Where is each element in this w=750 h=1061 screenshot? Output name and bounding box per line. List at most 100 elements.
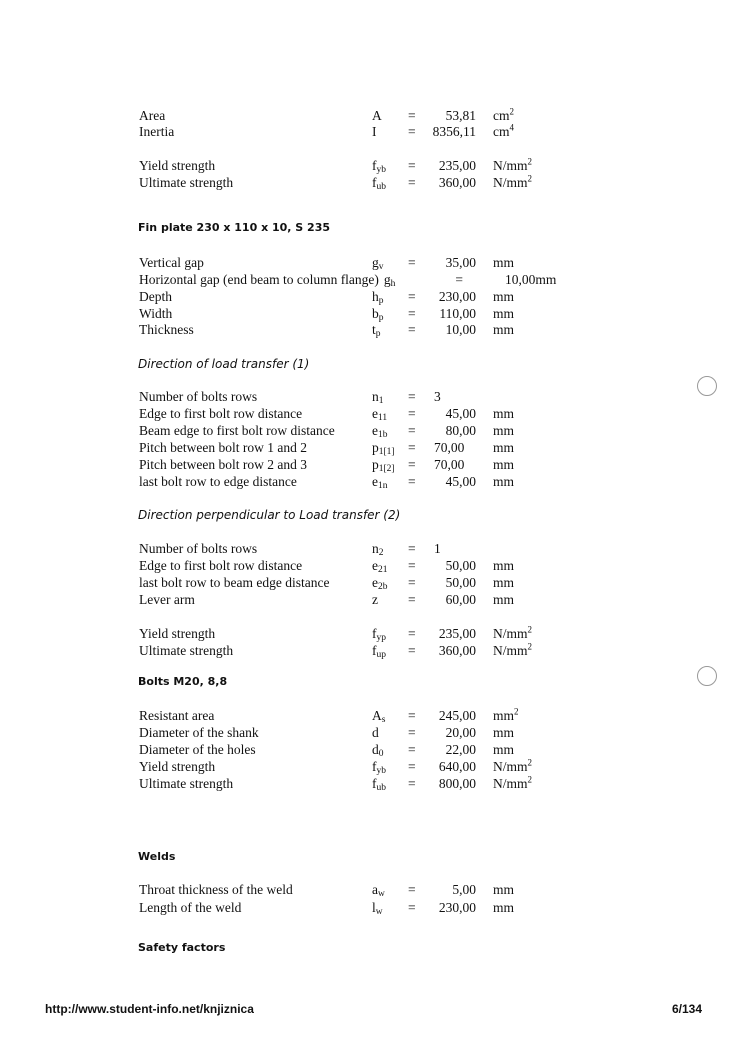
parameter-value: 80,00 (445, 423, 476, 438)
parameter-label: Width (139, 306, 173, 321)
unit-base: mm (493, 474, 515, 489)
symbol-subscript: 11 (378, 413, 388, 423)
equals-sign: = (408, 575, 416, 590)
parameter-label: Length of the weld (139, 900, 242, 915)
unit-exponent: 2 (527, 757, 533, 768)
unit-base: N/mm (493, 626, 528, 641)
symbol-base: l (372, 900, 376, 915)
parameter-label: Diameter of the holes (139, 742, 256, 757)
parameter-unit: mm (493, 288, 514, 306)
symbol-base: a (372, 882, 378, 897)
parameter-unit: cm4 (493, 123, 514, 141)
parameter-value: 245,00 (438, 708, 476, 723)
symbol-base: A (372, 708, 382, 723)
parameter-row: Inertia I = 8356,11 cm4 (0, 123, 750, 141)
parameter-row: Pitch between bolt row 1 and 2 p1[1] = 70,0… (0, 439, 750, 457)
page-number: 6/134 (672, 1002, 703, 1016)
parameter-row: Lever arm z = 60,00 mm (0, 591, 750, 609)
parameter-row: Yield strength fyb = 235,00 N/mm2 (0, 157, 750, 175)
parameter-symbol: d0 (372, 741, 384, 759)
unit-base: mm (493, 289, 515, 304)
unit-base: mm (493, 742, 515, 757)
parameter-symbol: p1[2] (372, 456, 395, 474)
symbol-subscript: 1[1] (378, 447, 395, 457)
symbol-subscript: up (376, 650, 387, 660)
parameter-row: Pitch between bolt row 2 and 3 p1[2] = 70,0… (0, 456, 750, 474)
parameter-symbol: gh (384, 271, 396, 289)
parameter-label: Lever arm (139, 592, 195, 607)
parameter-row: Horizontal gap (end beam to column flang… (0, 271, 750, 289)
parameter-symbol: fup (372, 642, 386, 660)
equals-sign: = (408, 306, 416, 321)
parameter-symbol: tp (372, 321, 381, 339)
equals-sign: = (408, 592, 416, 607)
parameter-row: Diameter of the holes d0 = 22,00 mm (0, 741, 750, 759)
unit-base: mm (493, 708, 515, 723)
parameter-symbol: e21 (372, 557, 388, 575)
parameter-label: Ultimate strength (139, 776, 234, 791)
parameter-symbol: lw (372, 899, 383, 917)
symbol-base: p (372, 457, 379, 472)
equals-sign: = (408, 759, 416, 774)
parameter-label: Yield strength (139, 158, 216, 173)
parameter-label: Thickness (139, 322, 194, 337)
parameter-symbol: d (372, 724, 379, 742)
subsection-heading: Direction perpendicular to Load transfer… (138, 508, 401, 522)
parameter-value: 50,00 (445, 575, 476, 590)
parameter-label: last bolt row to edge distance (139, 474, 297, 489)
parameter-value: 360,00 (438, 175, 476, 190)
symbol-subscript: s (381, 715, 386, 725)
parameter-label: Horizontal gap (end beam to column flang… (139, 272, 379, 287)
unit-base: mm (493, 322, 515, 337)
parameter-unit: mm (493, 405, 514, 423)
parameter-value: 45,00 (445, 474, 476, 489)
unit-base: mm (493, 900, 515, 915)
symbol-base: b (372, 306, 379, 321)
parameter-label: Yield strength (139, 759, 216, 774)
unit-exponent: 2 (514, 706, 519, 717)
unit-base: cm (493, 108, 510, 123)
parameter-label: last bolt row to beam edge distance (139, 575, 330, 590)
parameter-row: Area A = 53,81 cm2 (0, 107, 750, 125)
parameter-unit: mm (493, 591, 514, 609)
parameter-unit: mm (493, 557, 514, 575)
symbol-base: t (372, 322, 376, 337)
parameter-row: Number of bolts rows n1 = 3 (0, 388, 750, 406)
symbol-subscript: 21 (378, 565, 388, 575)
section-heading: Bolts M20, 8,8 (138, 675, 228, 688)
unit-base: cm (493, 124, 510, 139)
symbol-base: n (372, 389, 379, 404)
parameter-value: 10,00mm (505, 272, 557, 287)
unit-base: mm (493, 592, 515, 607)
symbol-subscript: 1[2] (378, 464, 395, 474)
parameter-value: 53,81 (445, 108, 476, 123)
unit-exponent: 2 (527, 641, 533, 652)
parameter-row: Depth hp = 230,00 mm (0, 288, 750, 306)
equals-sign: = (408, 900, 416, 915)
equals-sign: = (408, 406, 416, 421)
parameter-value: 45,00 (445, 406, 476, 421)
symbol-subscript: yb (376, 165, 387, 175)
parameter-value: 70,00 (434, 440, 465, 455)
parameter-unit: mm (493, 321, 514, 339)
parameter-symbol: fub (372, 174, 386, 192)
punch-hole-icon (697, 376, 717, 396)
parameter-row: Resistant area As = 245,00 mm2 (0, 707, 750, 725)
parameter-label: Resistant area (139, 708, 215, 723)
equals-sign: = (408, 882, 416, 897)
equals-sign: = (408, 158, 416, 173)
parameter-unit: N/mm2 (493, 625, 532, 643)
parameter-row: Ultimate strength fub = 800,00 N/mm2 (0, 775, 750, 793)
section-heading: Welds (138, 850, 176, 863)
parameter-row: Beam edge to first bolt row distance e1b =… (0, 422, 750, 440)
parameter-symbol: As (372, 707, 385, 725)
parameter-unit: mm (493, 422, 514, 440)
symbol-subscript: v (378, 262, 384, 272)
parameter-label: Edge to first bolt row distance (139, 558, 303, 573)
parameter-value: 230,00 (438, 900, 476, 915)
parameter-value: 640,00 (438, 759, 476, 774)
punch-hole-icon (697, 666, 717, 686)
symbol-base: f (372, 776, 377, 791)
symbol-base: e (372, 474, 378, 489)
